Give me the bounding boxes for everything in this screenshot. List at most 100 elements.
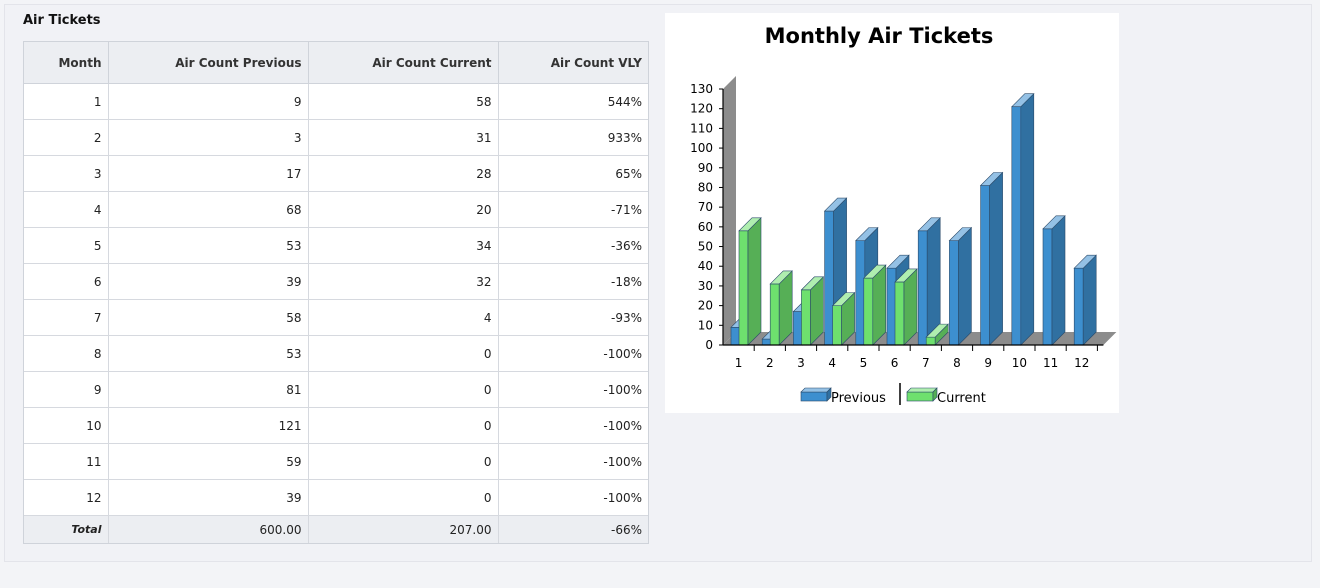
bar-previous-front bbox=[1073, 267, 1084, 346]
bar-current-top bbox=[800, 276, 825, 291]
y-tick-label: 40 bbox=[698, 259, 713, 273]
bar-previous bbox=[1073, 254, 1097, 346]
cell-current: 4 bbox=[308, 299, 499, 336]
y-tick-label: 100 bbox=[690, 141, 713, 155]
header-air-count-vly[interactable]: Air Count VLY bbox=[498, 42, 648, 84]
bar-previous-front bbox=[793, 311, 803, 346]
table-row: 1 9 58 544% bbox=[24, 83, 648, 120]
cell-vly: -18% bbox=[498, 263, 648, 300]
y-tick-label: 20 bbox=[698, 299, 713, 313]
bar-current bbox=[769, 270, 793, 346]
cell-month: 1 bbox=[24, 83, 109, 120]
bar-current-front bbox=[769, 283, 780, 346]
legend-swatch-previous-front bbox=[800, 391, 828, 402]
legend-swatch-previous-top bbox=[800, 387, 832, 393]
bar-previous bbox=[917, 217, 941, 346]
x-tick-label: 7 bbox=[922, 356, 930, 370]
bar-current-side bbox=[872, 264, 887, 346]
y-tick-label: 110 bbox=[690, 121, 713, 135]
y-tick-label: 70 bbox=[698, 200, 713, 214]
x-tick-label: 9 bbox=[984, 356, 992, 370]
table-header-row: Month Air Count Previous Air Count Curre… bbox=[24, 42, 648, 84]
total-vly: -66% bbox=[498, 515, 648, 543]
header-month[interactable]: Month bbox=[24, 42, 109, 84]
table-total-row: Total 600.00 207.00 -66% bbox=[24, 515, 648, 543]
table-row: 3 17 28 65% bbox=[24, 155, 648, 192]
table-row: 7 58 4 -93% bbox=[24, 299, 648, 336]
legend-swatch-current-front bbox=[906, 391, 934, 402]
cell-month: 5 bbox=[24, 227, 109, 264]
cell-previous: 17 bbox=[108, 155, 309, 192]
total-label: Total bbox=[24, 515, 109, 543]
cell-previous: 39 bbox=[108, 263, 309, 300]
header-air-count-current[interactable]: Air Count Current bbox=[308, 42, 499, 84]
table-row: 9 81 0 -100% bbox=[24, 371, 648, 408]
cell-month: 2 bbox=[24, 119, 109, 156]
bar-previous-front bbox=[855, 240, 866, 346]
y-tick-label: 90 bbox=[698, 161, 713, 175]
cell-current: 32 bbox=[308, 263, 499, 300]
bar-previous bbox=[1011, 92, 1035, 346]
x-tick-label: 8 bbox=[953, 356, 961, 370]
bar-current bbox=[863, 264, 887, 346]
bar-previous-front bbox=[949, 240, 959, 346]
cell-previous: 39 bbox=[108, 479, 309, 516]
total-current: 207.00 bbox=[308, 515, 499, 543]
cell-previous: 53 bbox=[108, 227, 309, 264]
bar-current-front bbox=[738, 230, 749, 346]
cell-vly: -100% bbox=[498, 479, 648, 516]
x-tick-label: 4 bbox=[828, 356, 836, 370]
cell-month: 12 bbox=[24, 479, 109, 516]
bar-current-front bbox=[894, 281, 905, 346]
y-tick-label: 10 bbox=[698, 318, 713, 332]
air-tickets-panel: Air Tickets Month Air Count Previous Air… bbox=[4, 4, 1312, 562]
panel-title: Air Tickets bbox=[23, 13, 101, 28]
bar-current-front bbox=[863, 277, 874, 346]
cell-previous: 9 bbox=[108, 83, 309, 120]
table-row: 4 68 20 -71% bbox=[24, 191, 648, 228]
y-tick-label: 130 bbox=[690, 82, 713, 96]
bar-previous-front bbox=[980, 185, 990, 346]
air-tickets-table-wrapper: Month Air Count Previous Air Count Curre… bbox=[23, 41, 649, 544]
bar-current-front bbox=[832, 305, 842, 346]
bar-previous-top bbox=[948, 227, 973, 241]
bar-previous-side bbox=[958, 226, 972, 346]
y-tick-label: 120 bbox=[690, 102, 713, 116]
air-tickets-table: Month Air Count Previous Air Count Curre… bbox=[24, 42, 648, 543]
cell-vly: -93% bbox=[498, 299, 648, 336]
cell-month: 6 bbox=[24, 263, 109, 300]
cell-vly: -36% bbox=[498, 227, 648, 264]
y-tick-label: 80 bbox=[698, 180, 713, 194]
bar-previous-top bbox=[1011, 93, 1035, 108]
bar-current bbox=[738, 217, 762, 346]
cell-vly: -71% bbox=[498, 191, 648, 228]
x-tick-label: 6 bbox=[891, 356, 899, 370]
legend-swatch-current-top bbox=[906, 387, 938, 393]
x-tick-label: 12 bbox=[1074, 356, 1089, 370]
bar-current bbox=[831, 291, 856, 346]
legend-swatch-previous-side bbox=[826, 387, 832, 402]
cell-previous: 53 bbox=[108, 335, 309, 372]
bar-current bbox=[925, 323, 949, 346]
bar-current-top bbox=[894, 268, 918, 283]
bar-previous-front bbox=[730, 326, 741, 346]
table-row: 5 53 34 -36% bbox=[24, 227, 648, 264]
bar-previous-front bbox=[824, 210, 834, 346]
bar-previous-side bbox=[1082, 254, 1097, 346]
header-air-count-previous[interactable]: Air Count Previous bbox=[108, 42, 309, 84]
cell-previous: 59 bbox=[108, 443, 309, 480]
bar-previous-top bbox=[1073, 254, 1097, 269]
cell-month: 9 bbox=[24, 371, 109, 408]
bar-previous-top bbox=[855, 227, 879, 241]
bar-previous-top bbox=[823, 197, 848, 212]
cell-current: 20 bbox=[308, 191, 499, 228]
cell-vly: 544% bbox=[498, 83, 648, 120]
cell-vly: 933% bbox=[498, 119, 648, 156]
bar-current bbox=[800, 276, 825, 346]
table-row: 10 121 0 -100% bbox=[24, 407, 648, 444]
cell-vly: -100% bbox=[498, 371, 648, 408]
bar-previous-side bbox=[989, 171, 1003, 346]
legend-label-current: Current bbox=[937, 391, 986, 406]
total-previous: 600.00 bbox=[108, 515, 309, 543]
bar-previous bbox=[1042, 215, 1066, 346]
